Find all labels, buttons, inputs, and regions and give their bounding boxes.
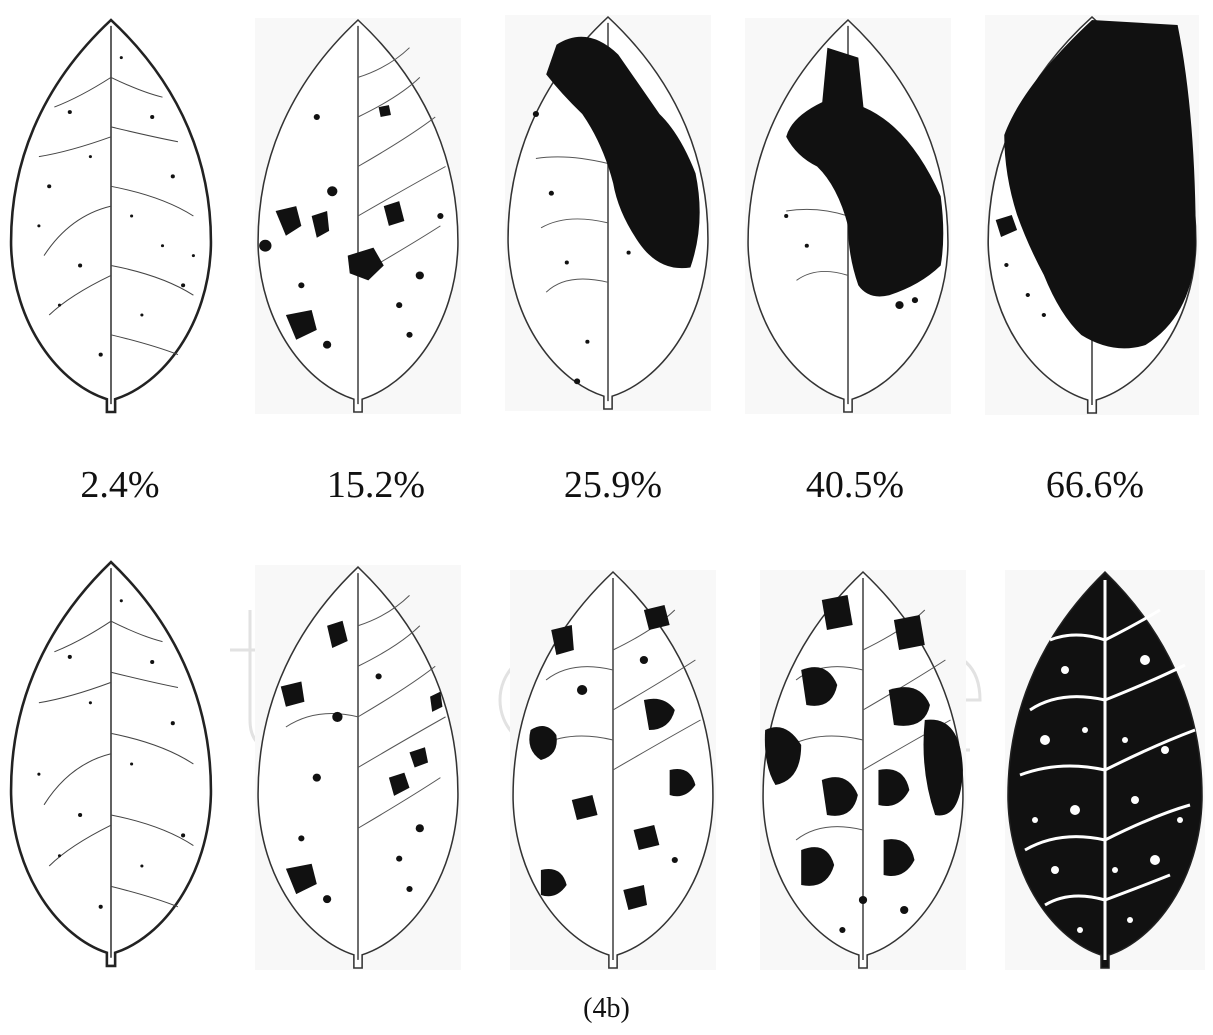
leaf-row2-col3 bbox=[510, 570, 716, 970]
leaf-row2-col2 bbox=[255, 565, 461, 970]
leaf-row2-col1 bbox=[8, 560, 214, 968]
leaf-row1-col5 bbox=[985, 15, 1199, 415]
figure-caption: (4b) bbox=[583, 993, 630, 1024]
severity-label-5: 66.6% bbox=[1045, 464, 1145, 506]
leaf-row1-col1 bbox=[8, 18, 214, 414]
severity-label-3: 25.9% bbox=[563, 464, 663, 506]
leaf-row2-col4 bbox=[760, 570, 966, 970]
severity-label-2: 15.2% bbox=[326, 464, 426, 506]
leaf-row1-col2 bbox=[255, 18, 461, 414]
leaf-row2-col5 bbox=[1005, 570, 1205, 970]
leaf-row1-col4 bbox=[745, 18, 951, 414]
severity-label-4: 40.5% bbox=[805, 464, 905, 506]
severity-label-1: 2.4% bbox=[80, 464, 160, 506]
leaf-row1-col3 bbox=[505, 15, 711, 411]
